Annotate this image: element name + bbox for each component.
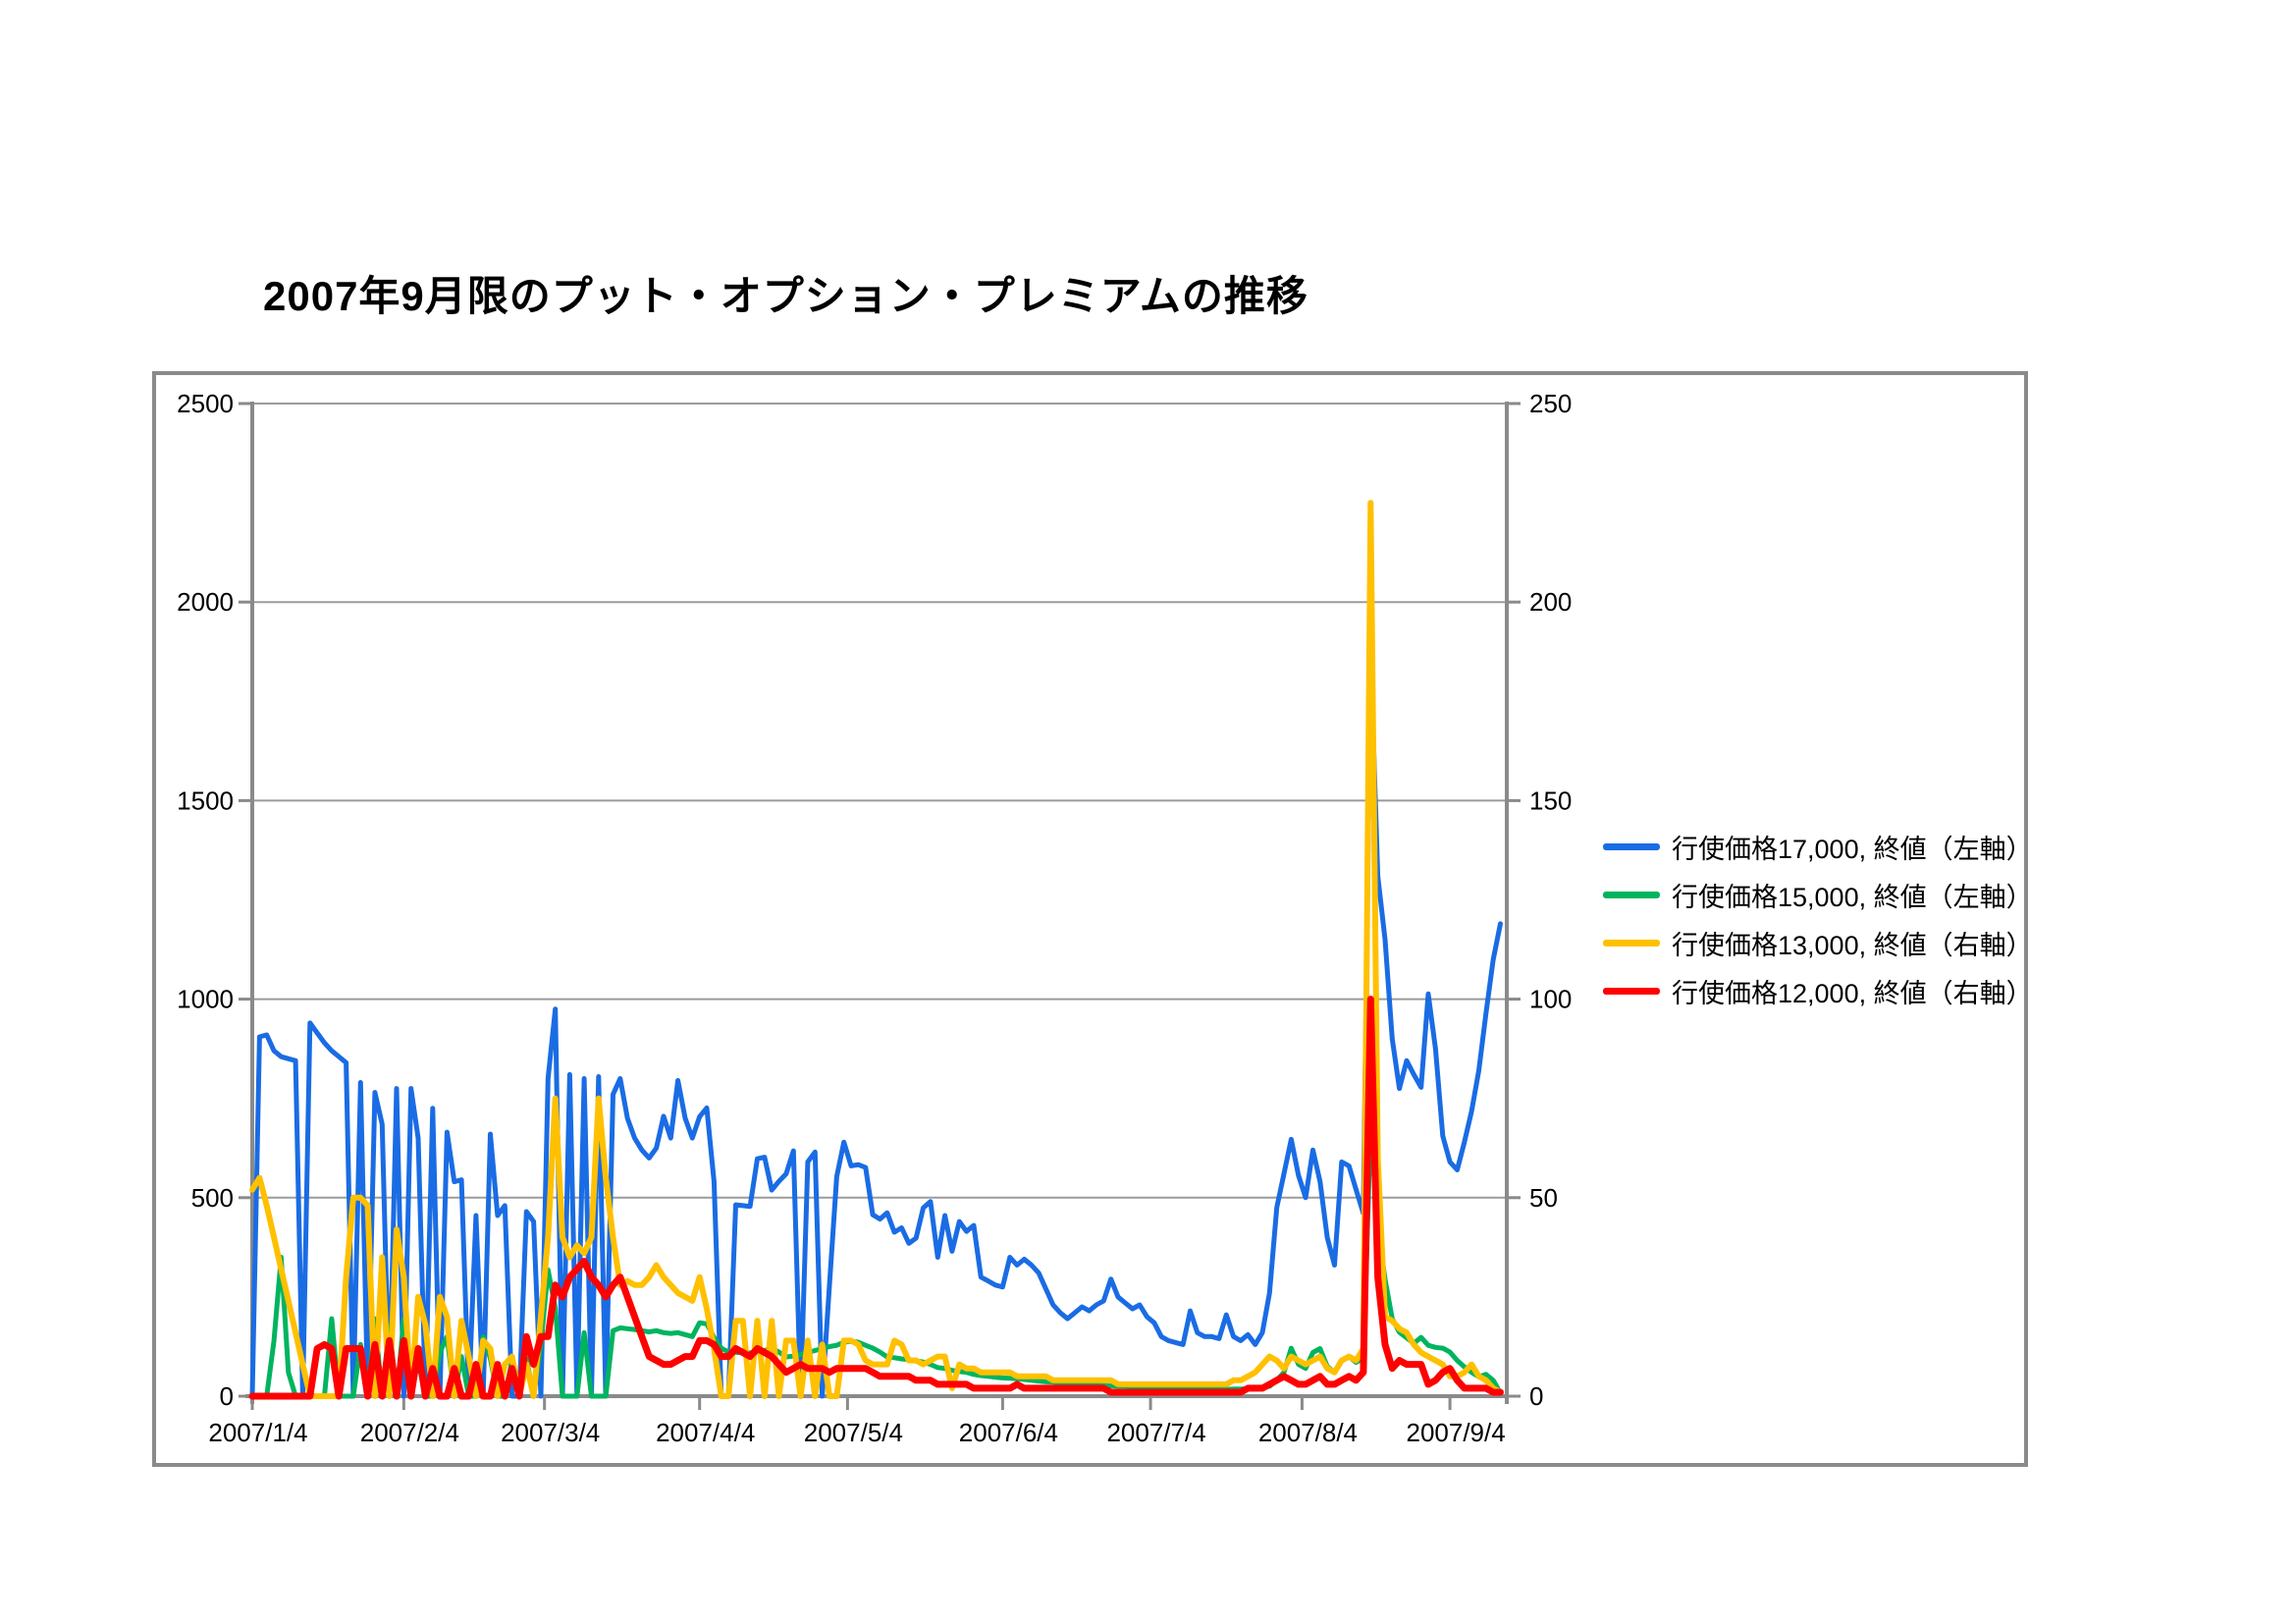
right-axis-label: 50 (1529, 1183, 1558, 1213)
series-line-0 (249, 651, 1503, 1399)
x-axis-label: 2007/4/4 (656, 1418, 755, 1447)
left-axis-label: 1500 (177, 785, 234, 815)
chart-title: 2007年9月限のプット・オプション・プレミアムの推移 (263, 273, 1308, 319)
legend-item-strike-17000: 行使価格17,000, 終値（左軸） (1603, 823, 2033, 871)
x-axis-label: 2007/7/4 (1106, 1418, 1205, 1447)
left-axis-label: 0 (220, 1381, 234, 1411)
legend-label: 行使価格13,000, 終値（右軸） (1672, 931, 2033, 960)
legend-label: 行使価格17,000, 終値（左軸） (1672, 835, 2033, 864)
legend-line-blue-icon (1603, 843, 1660, 850)
right-axis-label: 150 (1529, 785, 1572, 815)
right-axis-label: 250 (1529, 389, 1572, 418)
x-axis-label: 2007/5/4 (804, 1418, 903, 1447)
series-line-1 (249, 1123, 1503, 1399)
left-axis-label: 1000 (177, 985, 234, 1014)
x-axis-label: 2007/6/4 (959, 1418, 1058, 1447)
legend-line-green-icon (1603, 892, 1660, 898)
legend-item-strike-12000: 行使価格12,000, 終値（右軸） (1603, 967, 2033, 1015)
left-axis-label: 500 (191, 1183, 234, 1213)
legend-line-red-icon (1603, 988, 1660, 995)
left-axis-label: 2500 (177, 389, 234, 418)
legend-item-strike-13000: 行使価格13,000, 終値（右軸） (1603, 919, 2033, 967)
x-axis-label: 2007/2/4 (360, 1418, 459, 1447)
x-axis-label: 2007/8/4 (1258, 1418, 1358, 1447)
legend-line-yellow-icon (1603, 940, 1660, 947)
series-line-2 (249, 500, 1504, 1399)
x-axis-label: 2007/9/4 (1406, 1418, 1505, 1447)
legend-label: 行使価格12,000, 終値（右軸） (1672, 979, 2033, 1008)
legend-item-strike-15000: 行使価格15,000, 終値（左軸） (1603, 871, 2033, 919)
legend-label: 行使価格15,000, 終値（左軸） (1672, 883, 2033, 912)
right-axis-label: 200 (1529, 587, 1572, 617)
right-axis-label: 100 (1529, 985, 1572, 1014)
legend: 行使価格17,000, 終値（左軸） 行使価格15,000, 終値（左軸） 行使… (1603, 823, 2033, 1015)
x-axis-label: 2007/1/4 (208, 1418, 307, 1447)
right-axis-label: 0 (1529, 1381, 1543, 1411)
x-axis-label: 2007/3/4 (501, 1418, 600, 1447)
left-axis-label: 2000 (177, 587, 234, 617)
series-line-3 (248, 996, 1504, 1400)
